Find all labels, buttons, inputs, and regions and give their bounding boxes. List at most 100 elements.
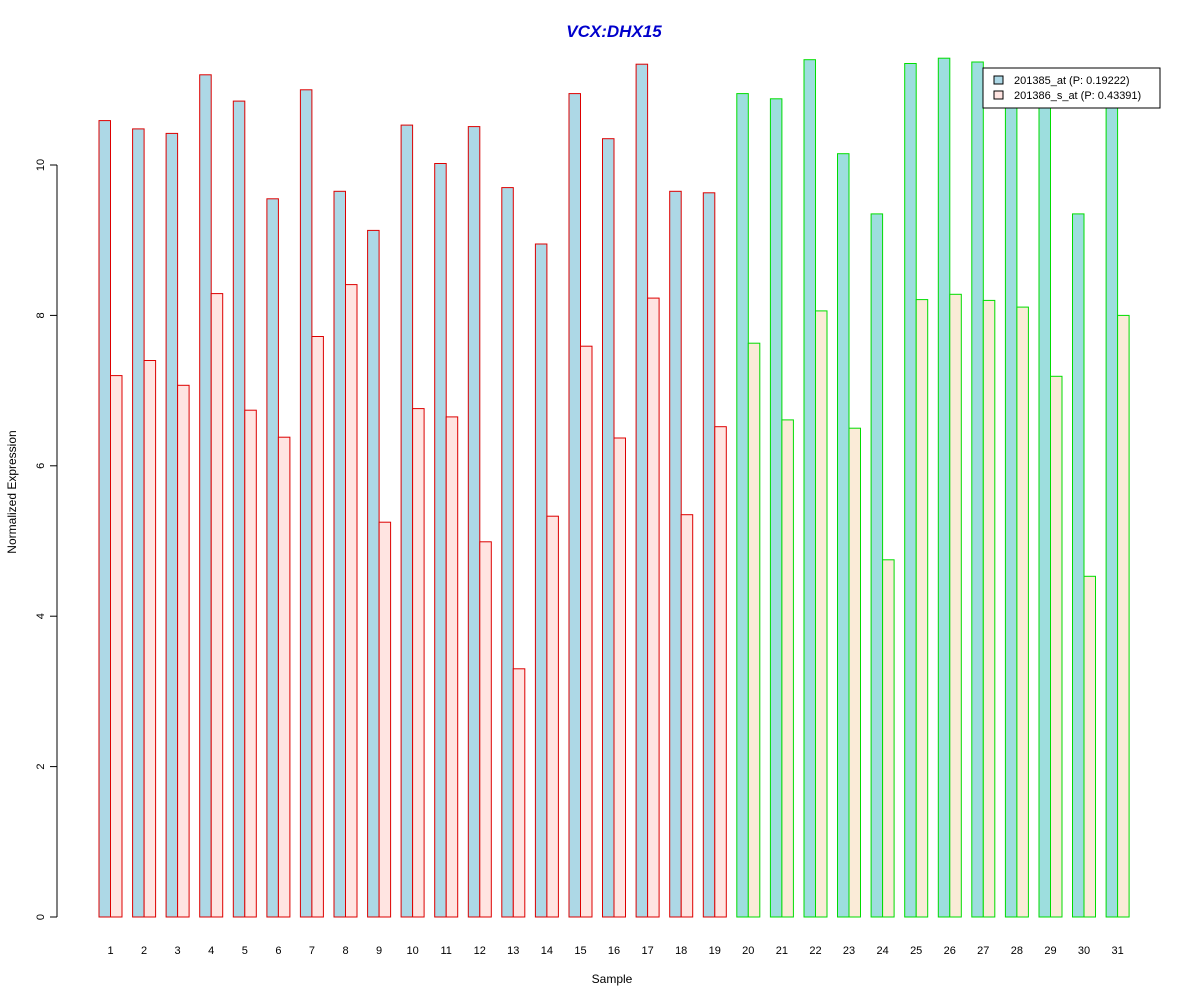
x-tick-label: 7 <box>309 945 315 957</box>
chart-title: VCX:DHX15 <box>566 22 662 41</box>
bar-sample-1-series-1 <box>98 120 111 918</box>
bar-sample-11-series-1 <box>434 163 447 918</box>
bar-sample-13-series-2 <box>512 668 526 918</box>
legend-swatch <box>993 90 1004 100</box>
x-tick-label: 15 <box>574 945 586 957</box>
bar-sample-17-series-1 <box>635 63 649 918</box>
bar-sample-23-series-1 <box>837 153 850 918</box>
bar-sample-31-series-1 <box>1105 104 1119 918</box>
x-tick-label: 14 <box>541 945 553 957</box>
x-tick-label: 13 <box>507 945 519 957</box>
bar-sample-29-series-1 <box>1038 104 1051 918</box>
x-tick-label: 1 <box>107 945 113 957</box>
x-tick-label: 4 <box>208 945 214 957</box>
x-axis-label: Sample <box>592 972 633 986</box>
bar-sample-12-series-2 <box>479 541 492 918</box>
bar-sample-2-series-1 <box>132 128 145 918</box>
x-tick-label: 23 <box>843 945 855 957</box>
x-tick-label: 3 <box>175 945 181 957</box>
bar-sample-23-series-2 <box>848 427 861 918</box>
x-tick-label: 2 <box>141 945 147 957</box>
bar-sample-10-series-1 <box>400 124 414 918</box>
legend: 201385_at (P: 0.19222) 201386_s_at (P: 0.… <box>982 67 1161 109</box>
bar-sample-8-series-2 <box>345 284 358 918</box>
y-axis-label: Normalized Expression <box>5 430 19 553</box>
bar-sample-20-series-2 <box>747 342 761 918</box>
y-tick-label: 10 <box>35 159 47 171</box>
bar-sample-18-series-1 <box>669 190 682 918</box>
y-axis: 0 2 4 6 8 10 <box>35 159 58 920</box>
x-tick-label: 6 <box>275 945 281 957</box>
bar-sample-16-series-2 <box>613 437 626 918</box>
bar-sample-14-series-1 <box>534 243 548 918</box>
bar-sample-2-series-2 <box>143 360 157 918</box>
bar-sample-10-series-2 <box>412 408 425 918</box>
bars-group <box>98 57 1130 918</box>
x-tick-label: 22 <box>809 945 821 957</box>
bar-sample-11-series-2 <box>445 416 459 918</box>
x-tick-label: 26 <box>944 945 956 957</box>
bar-sample-8-series-1 <box>333 190 346 918</box>
x-tick-label: 28 <box>1011 945 1023 957</box>
bar-sample-27-series-1 <box>971 61 984 918</box>
bar-sample-16-series-1 <box>602 138 615 918</box>
y-tick-label: 0 <box>35 914 47 920</box>
x-tick-label: 29 <box>1044 945 1056 957</box>
bar-sample-26-series-2 <box>949 293 962 918</box>
x-tick-label: 24 <box>876 945 888 957</box>
bar-sample-1-series-2 <box>110 375 123 918</box>
bar-sample-13-series-1 <box>501 187 514 918</box>
y-tick-label: 8 <box>35 312 47 318</box>
bar-sample-6-series-2 <box>277 436 291 918</box>
x-tick-label: 11 <box>440 945 451 957</box>
bar-sample-4-series-1 <box>199 74 212 918</box>
bar-sample-12-series-1 <box>467 126 481 918</box>
bar-sample-28-series-2 <box>1016 306 1029 918</box>
legend-box <box>982 67 1161 109</box>
bar-sample-17-series-2 <box>647 297 660 918</box>
bar-sample-15-series-2 <box>580 345 593 918</box>
bar-sample-14-series-2 <box>546 515 559 918</box>
bar-sample-30-series-2 <box>1083 575 1096 918</box>
bar-sample-26-series-1 <box>937 57 951 918</box>
bar-sample-25-series-2 <box>915 299 929 918</box>
bar-sample-19-series-2 <box>714 426 727 918</box>
bar-sample-30-series-1 <box>1072 213 1085 918</box>
x-tick-label: 16 <box>608 945 620 957</box>
x-tick-label: 5 <box>242 945 248 957</box>
y-tick-label: 2 <box>35 764 47 770</box>
bar-sample-15-series-1 <box>568 93 581 918</box>
x-tick-labels: 1 2 3 4 5 6 7 8 9 10 11 12 13 14 15 16 17 18 19 20 21 22 23 24 2… <box>107 945 1123 957</box>
x-tick-label: 18 <box>675 945 687 957</box>
bar-sample-9-series-2 <box>378 521 392 918</box>
x-tick-label: 31 <box>1111 945 1123 957</box>
y-tick-label: 4 <box>35 613 47 619</box>
x-tick-label: 20 <box>742 945 754 957</box>
bar-sample-7-series-1 <box>299 89 313 918</box>
bar-sample-3-series-1 <box>165 132 179 918</box>
y-tick-label: 6 <box>35 463 47 469</box>
bar-sample-4-series-2 <box>210 293 224 918</box>
x-tick-label: 10 <box>406 945 418 957</box>
bar-sample-24-series-1 <box>870 213 884 918</box>
bar-sample-7-series-2 <box>311 336 324 918</box>
x-tick-label: 8 <box>342 945 348 957</box>
bar-sample-25-series-1 <box>904 63 917 918</box>
bar-sample-21-series-1 <box>769 98 783 918</box>
legend-swatch <box>993 75 1004 85</box>
bar-sample-21-series-2 <box>781 419 794 918</box>
x-tick-label: 19 <box>709 945 721 957</box>
bar-sample-24-series-2 <box>882 559 895 918</box>
x-tick-label: 17 <box>641 945 653 957</box>
x-tick-label: 25 <box>910 945 922 957</box>
legend-label: 201386_s_at (P: 0.43391) <box>1014 90 1141 102</box>
x-tick-label: 21 <box>776 945 788 957</box>
bar-sample-27-series-2 <box>982 299 996 918</box>
bar-sample-31-series-2 <box>1117 314 1130 918</box>
x-tick-label: 9 <box>376 945 382 957</box>
bar-sample-5-series-2 <box>244 409 257 918</box>
x-tick-label: 12 <box>474 945 486 957</box>
x-tick-label: 30 <box>1078 945 1090 957</box>
bar-sample-29-series-2 <box>1050 375 1063 918</box>
